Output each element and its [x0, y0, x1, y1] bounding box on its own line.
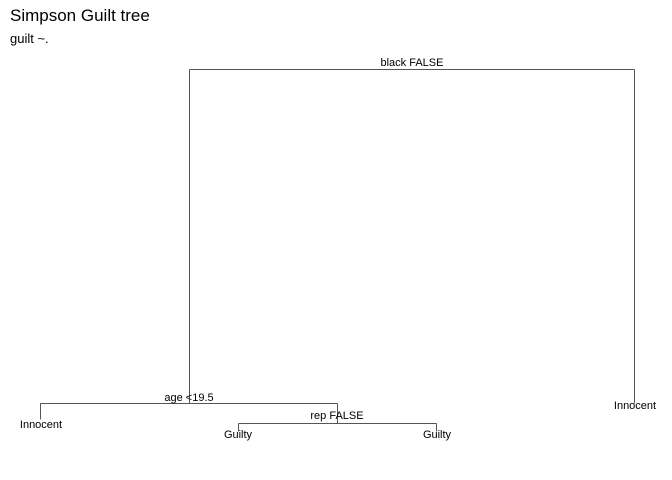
leaf-label-guilty-right: Guilty [423, 429, 452, 441]
leaf-label-guilty-left: Guilty [224, 429, 253, 441]
split-label-rep: rep FALSE [310, 410, 363, 422]
leaf-label-innocent-right: Innocent [614, 400, 656, 412]
split-label-black: black FALSE [381, 57, 444, 69]
split-label-age: age <19.5 [164, 392, 213, 404]
tree-labels: black FALSE age <19.5 Innocent Innocent … [20, 57, 656, 441]
leaf-label-innocent-left: Innocent [20, 419, 62, 431]
tree-edges [40, 69, 635, 432]
diagram-title: Simpson Guilt tree [10, 6, 150, 25]
diagram-subtitle: guilt ~. [10, 31, 49, 46]
